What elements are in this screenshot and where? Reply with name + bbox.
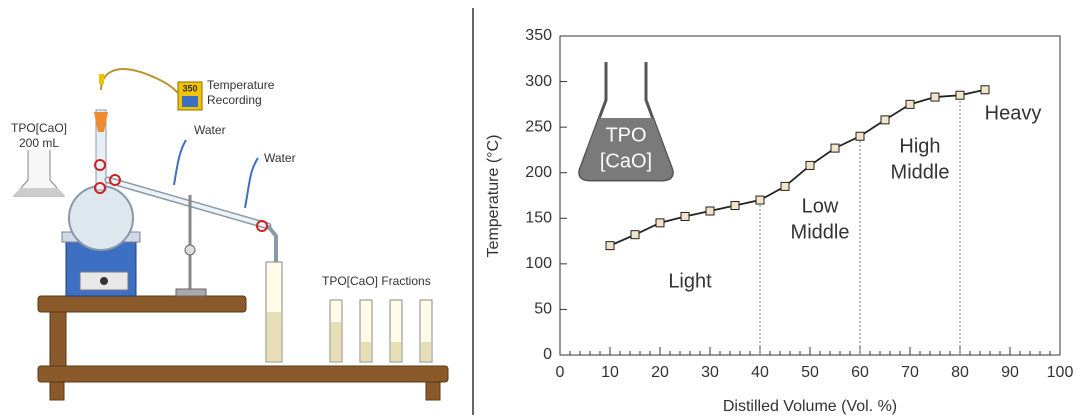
x-tick-label: 0 [556,364,565,381]
data-point [730,201,740,211]
data-point [880,115,890,125]
x-tick-label: 70 [901,364,919,381]
data-point [705,206,715,216]
data-point [980,85,990,95]
temperature-label: Temperature [207,78,275,92]
region-label: Middle [791,221,850,243]
region-label: Heavy [985,102,1042,124]
data-point [780,181,790,191]
y-tick-label: 100 [525,255,552,272]
data-point [805,160,815,170]
x-tick-label: 50 [801,364,819,381]
data-point [630,230,640,240]
data-point [955,90,965,100]
data-point [680,211,690,221]
x-tick-label: 90 [1001,364,1019,381]
water-label: Water [194,123,226,137]
data-point [655,218,665,228]
y-tick-label: 50 [534,301,552,318]
x-axis-title: Distilled Volume (Vol. %) [723,398,897,415]
sample-volume: 200 mL [19,136,59,150]
region-label: Light [668,270,712,292]
x-tick-label: 40 [751,364,769,381]
water-label: Water [264,151,296,165]
x-tick-label: 80 [951,364,969,381]
region-label: High [899,135,940,157]
data-point [605,241,615,251]
y-tick-label: 150 [525,210,552,227]
x-tick-label: 100 [1047,364,1074,381]
flask-label: [CaO] [600,150,652,172]
x-tick-label: 10 [601,364,619,381]
x-tick-label: 30 [701,364,719,381]
data-point [905,99,915,109]
y-tick-label: 300 [525,73,552,90]
data-point [755,195,765,205]
y-tick-label: 200 [525,164,552,181]
data-point [830,143,840,153]
x-tick-label: 60 [851,364,869,381]
y-tick-label: 0 [543,346,552,363]
sample-label: TPO[CaO] [11,121,67,135]
region-label: Middle [891,161,950,183]
flask-fill [579,118,673,180]
fractions-label: TPO[CaO] Fractions [322,274,431,288]
data-line [609,88,986,247]
region-label: Low [802,195,839,217]
y-axis-title: Temperature (°C) [485,135,502,258]
flask-label: TPO [605,124,646,146]
y-tick-label: 250 [525,118,552,135]
data-point [855,131,865,141]
apparatus [12,68,449,401]
data-point [930,92,940,102]
recording-label: Recording [207,93,262,107]
y-tick-label: 350 [525,27,552,44]
display-reading: 350 [182,83,197,93]
x-tick-label: 20 [651,364,669,381]
